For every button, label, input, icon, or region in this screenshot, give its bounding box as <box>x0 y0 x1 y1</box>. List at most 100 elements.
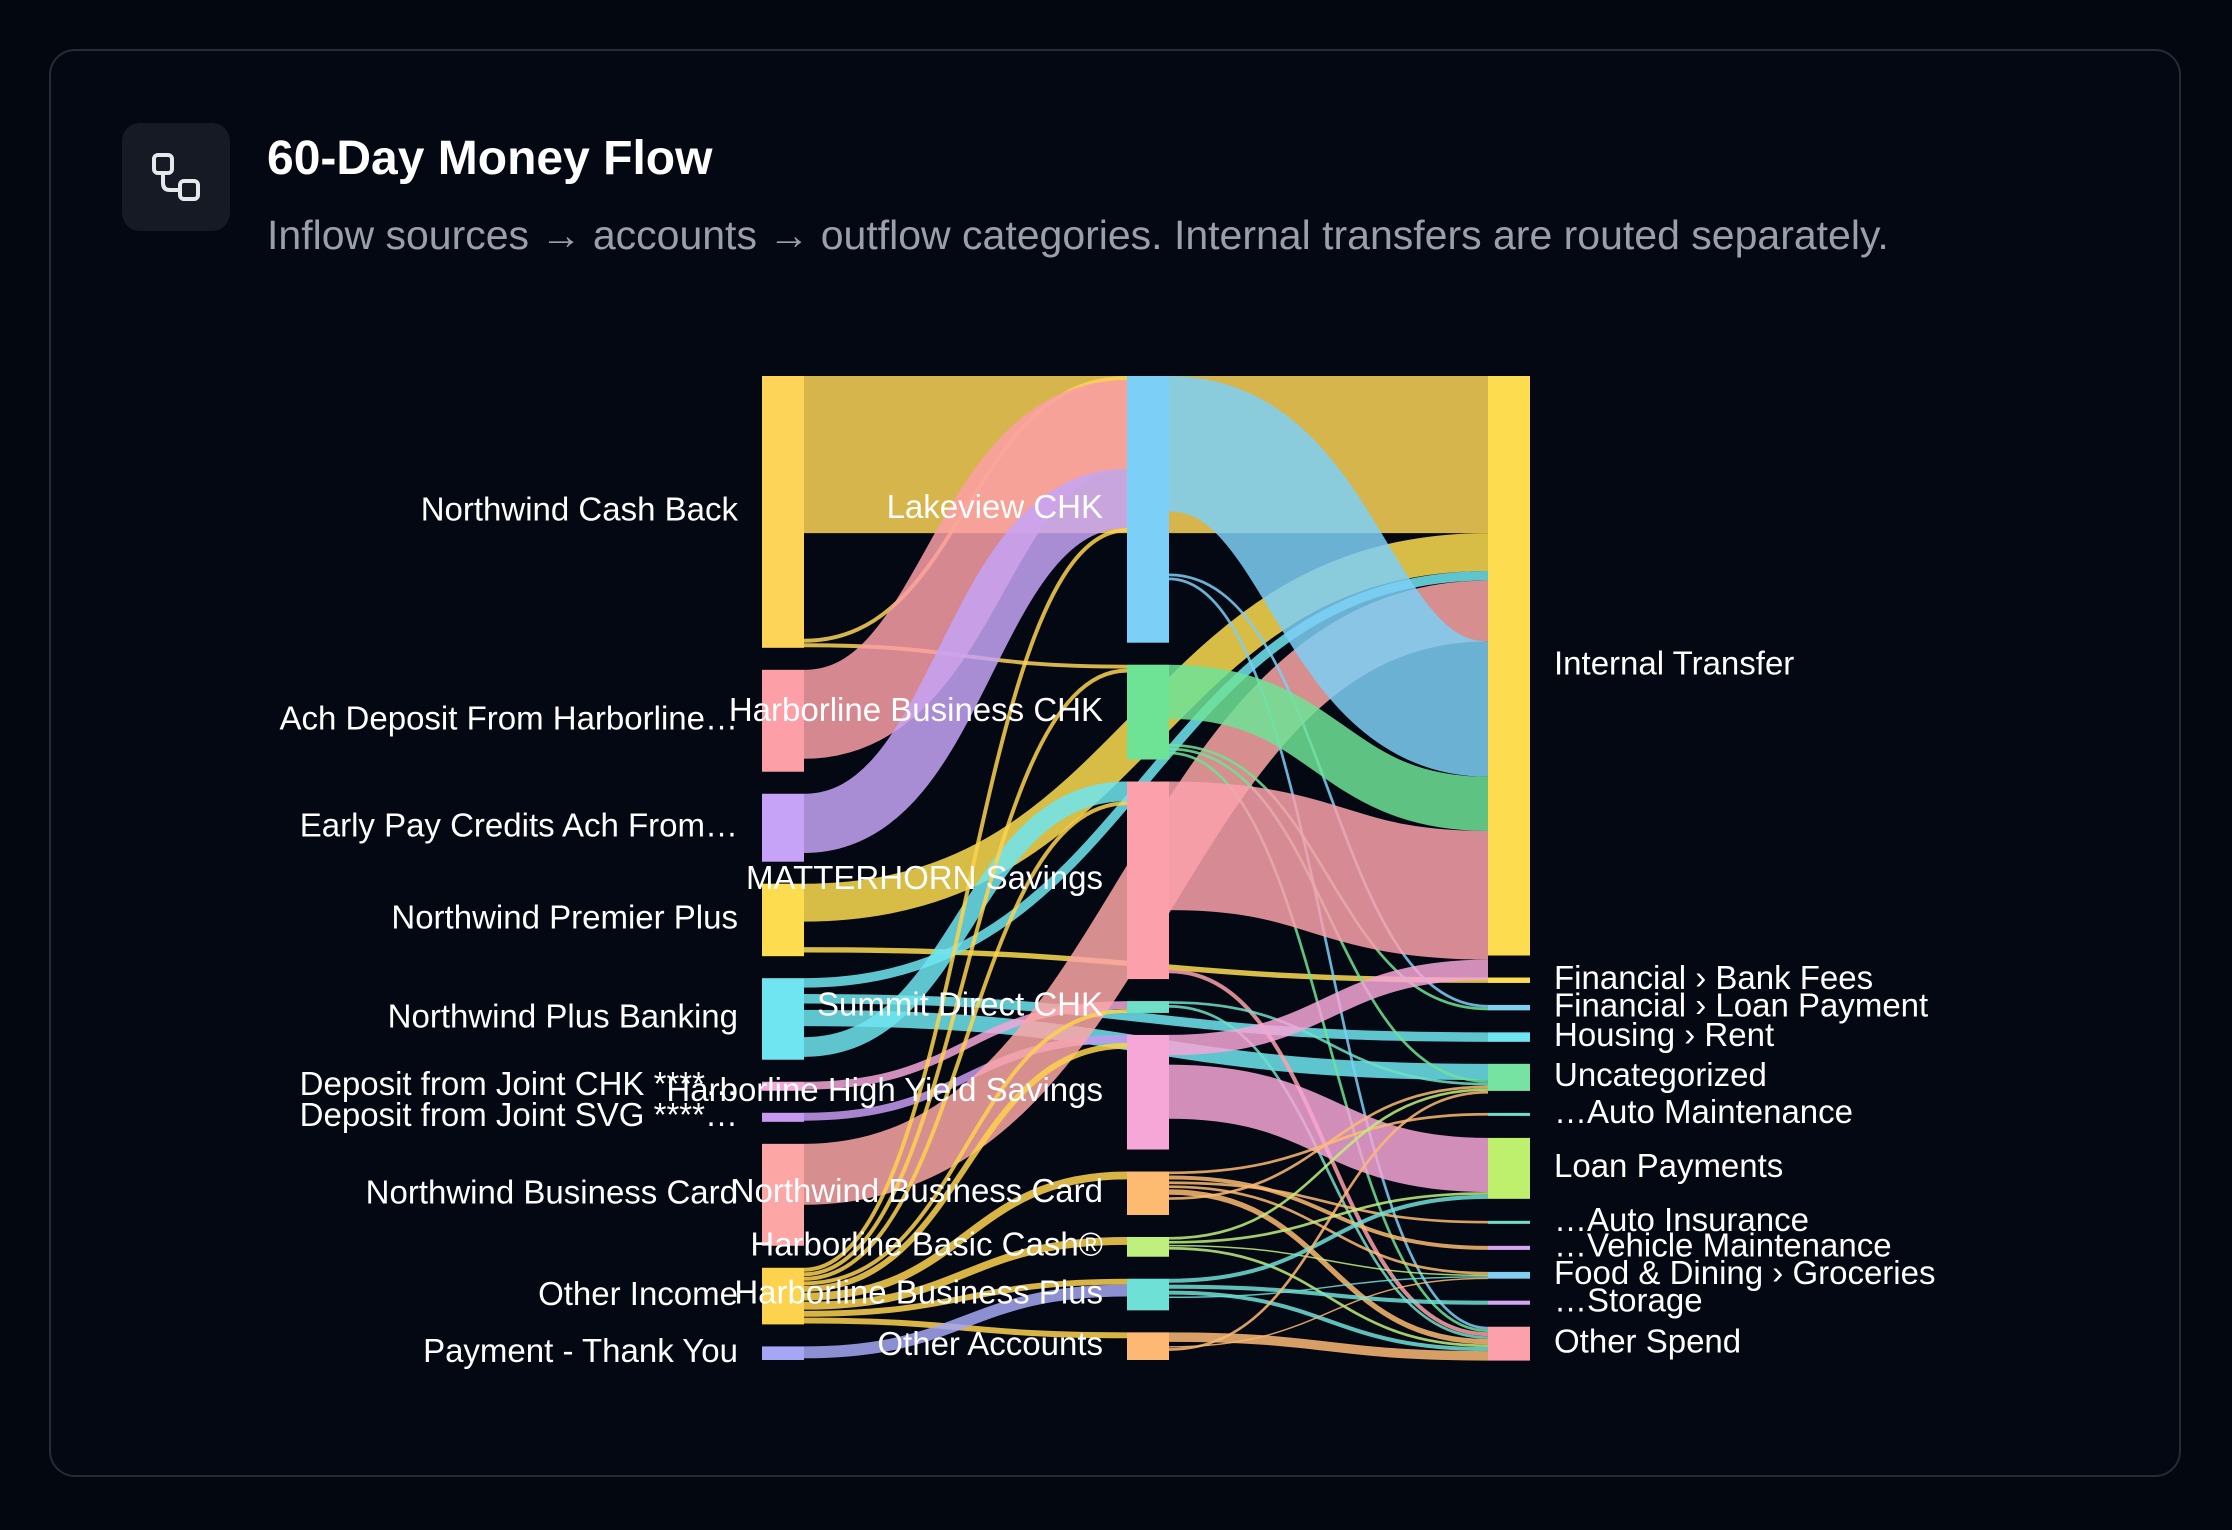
sankey-node[interactable] <box>1127 664 1169 760</box>
sankey-node-label: Financial › Bank Fees <box>1554 959 1873 996</box>
sankey-node[interactable] <box>762 376 804 648</box>
sankey-link[interactable] <box>1168 959 1489 1056</box>
sankey-link[interactable] <box>1168 1181 1489 1224</box>
sankey-link[interactable] <box>1168 664 1489 831</box>
sankey-link[interactable] <box>1168 1192 1489 1244</box>
sankey-node[interactable] <box>1488 1063 1530 1091</box>
sankey-node[interactable] <box>1127 1236 1169 1257</box>
sankey-link[interactable] <box>803 1008 1128 1286</box>
sankey-node[interactable] <box>762 1143 804 1246</box>
sankey-node[interactable] <box>1127 1171 1169 1215</box>
sankey-link[interactable] <box>1168 1005 1489 1339</box>
sankey-node-label: Other Income <box>538 1275 738 1312</box>
sankey-link[interactable] <box>802 468 1129 854</box>
sankey-node-label: Northwind Premier Plus <box>391 899 738 936</box>
sankey-link[interactable] <box>1168 1284 1489 1305</box>
sankey-node[interactable] <box>1488 1271 1530 1279</box>
sankey-node[interactable] <box>1127 781 1169 980</box>
workflow-icon <box>122 123 230 231</box>
sankey-node[interactable] <box>1488 1220 1530 1224</box>
sankey-node-label: Deposit from Joint CHK ****… <box>300 1065 738 1102</box>
workflow-icon-glyph <box>152 153 200 201</box>
sankey-link[interactable] <box>1168 1088 1489 1240</box>
sankey-node-label: Harborline High Yield Savings <box>666 1071 1103 1108</box>
sankey-node[interactable] <box>762 978 804 1060</box>
sankey-link[interactable] <box>1168 1194 1489 1283</box>
sankey-node[interactable] <box>1488 1032 1530 1042</box>
sankey-link[interactable] <box>803 1042 1128 1292</box>
sankey-node-label: Deposit from Joint SVG ****… <box>300 1096 738 1133</box>
sankey-node[interactable] <box>762 1267 804 1325</box>
sankey-link[interactable] <box>803 1236 1128 1310</box>
sankey-link[interactable] <box>1168 1290 1489 1352</box>
sankey-node-label: Other Accounts <box>877 1325 1103 1362</box>
sankey-link[interactable] <box>803 528 1128 1272</box>
sankey-node[interactable] <box>1127 1278 1169 1311</box>
sankey-node[interactable] <box>762 883 804 957</box>
sankey-node-label: Summit Direct CHK <box>817 986 1103 1023</box>
sankey-node-label: Uncategorized <box>1554 1056 1767 1093</box>
sankey-node-label: Payment - Thank You <box>423 1332 738 1369</box>
sankey-node-label: …Auto Insurance <box>1554 1201 1809 1238</box>
sankey-node[interactable] <box>1488 1245 1530 1250</box>
sankey-link[interactable] <box>803 781 1128 1057</box>
sankey-node[interactable] <box>1127 1001 1169 1013</box>
sankey-node-label: Northwind Cash Back <box>421 491 739 528</box>
sankey-node-label: Ach Deposit From Harborline… <box>280 699 739 736</box>
sankey-link[interactable] <box>803 668 1128 1277</box>
sankey-node[interactable] <box>1488 1004 1530 1011</box>
sankey-node[interactable] <box>1127 1332 1169 1360</box>
sankey-link[interactable] <box>1168 1185 1489 1275</box>
sankey-node[interactable] <box>1488 1326 1530 1361</box>
sankey-node-label: Housing › Rent <box>1554 1016 1774 1053</box>
sankey-node[interactable] <box>762 1081 804 1091</box>
sankey-link[interactable] <box>1168 1277 1489 1348</box>
sankey-node-label: Lakeview CHK <box>887 488 1103 525</box>
sankey-link[interactable] <box>803 1317 1128 1339</box>
sankey-link[interactable] <box>803 1171 1128 1301</box>
sankey-link[interactable] <box>1168 781 1489 960</box>
sankey-node-label: Harborline Basic Cash® <box>750 1226 1103 1263</box>
sankey-link[interactable] <box>1168 1189 1489 1345</box>
sankey-node[interactable] <box>1488 1137 1530 1199</box>
sankey-link[interactable] <box>1168 1085 1489 1200</box>
sankey-link[interactable] <box>803 1284 1128 1359</box>
sankey-node-label: Northwind Business Card <box>366 1174 738 1211</box>
sankey-link[interactable] <box>1168 1064 1489 1193</box>
sankey-node[interactable] <box>762 1112 804 1122</box>
sankey-link[interactable] <box>1168 1246 1489 1348</box>
sankey-node[interactable] <box>762 669 804 772</box>
sankey-link[interactable] <box>1164 376 1493 777</box>
sankey-node-label: Early Pay Credits Ach From… <box>300 806 738 843</box>
sankey-node-label: Loan Payments <box>1554 1147 1783 1184</box>
sankey-link[interactable] <box>803 801 1128 1281</box>
sankey-link[interactable] <box>803 1278 1128 1317</box>
page-subtitle: Inflow sources → accounts → outflow cate… <box>267 212 1889 258</box>
sankey-node-label: Northwind Business Card <box>731 1172 1103 1209</box>
sankey-link[interactable] <box>1168 1244 1489 1277</box>
sankey-node[interactable] <box>1488 376 1530 956</box>
sankey-node[interactable] <box>1127 376 1169 643</box>
sankey-link[interactable] <box>1168 1090 1489 1351</box>
sankey-link[interactable] <box>1168 1175 1489 1250</box>
sankey-nodes: Northwind Cash Back Ach Deposit From Harb… <box>280 376 1935 1369</box>
sankey-node-label: …Storage <box>1554 1281 1703 1318</box>
sankey-node[interactable] <box>1127 1034 1169 1150</box>
sankey-node-label: Northwind Plus Banking <box>388 998 738 1035</box>
sankey-link[interactable] <box>1168 1276 1489 1299</box>
sankey-node-label: Financial › Loan Payment <box>1554 986 1928 1023</box>
sankey-node[interactable] <box>762 1346 804 1360</box>
sankey-node[interactable] <box>1488 1300 1530 1305</box>
page-title: 60-Day Money Flow <box>267 132 713 185</box>
sankey-link[interactable] <box>1168 577 1489 1330</box>
sankey-node[interactable] <box>1488 977 1530 983</box>
sankey-node[interactable] <box>1488 1112 1530 1116</box>
sankey-node[interactable] <box>762 793 804 862</box>
sankey-node-label: Food & Dining › Groceries <box>1554 1254 1935 1291</box>
sankey-link[interactable] <box>803 994 1489 1042</box>
sankey-link[interactable] <box>1168 1001 1489 1086</box>
sankey-link[interactable] <box>801 379 1130 759</box>
sankey-node-label: …Vehicle Maintenance <box>1554 1227 1892 1264</box>
sankey-node-label: Internal Transfer <box>1554 644 1794 681</box>
